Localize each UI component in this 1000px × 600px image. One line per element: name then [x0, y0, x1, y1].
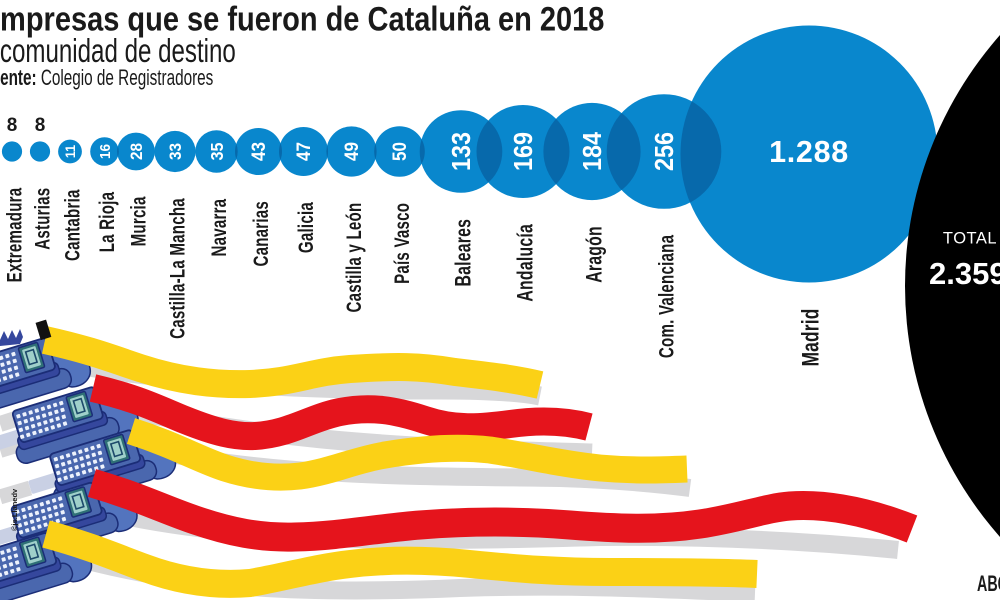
svg-text:1.288: 1.288	[769, 135, 849, 169]
svg-text:Empresas que se fueron de Cata: Empresas que se fueron de Cataluña en 20…	[0, 0, 604, 38]
svg-text:35: 35	[207, 142, 227, 160]
svg-text:16: 16	[97, 144, 114, 159]
svg-text:169: 169	[510, 132, 538, 171]
svg-text:ABC: ABC	[977, 571, 1000, 596]
svg-text:8: 8	[35, 115, 46, 136]
svg-text:256: 256	[651, 132, 679, 171]
svg-text:28: 28	[127, 143, 146, 160]
svg-text:Madrid: Madrid	[798, 309, 824, 367]
svg-text:11: 11	[62, 144, 78, 158]
svg-text:50: 50	[389, 142, 410, 161]
svg-text:Aragón: Aragón	[583, 226, 607, 283]
svg-text:49: 49	[341, 142, 362, 161]
svg-text:TOTAL: TOTAL	[943, 230, 997, 248]
svg-text:Castilla-La Mancha: Castilla-La Mancha	[165, 198, 189, 339]
svg-text:8: 8	[7, 115, 18, 136]
svg-text:43: 43	[248, 142, 269, 161]
svg-text:Galicia: Galicia	[293, 202, 317, 254]
svg-text:Andalucía: Andalucía	[514, 224, 538, 302]
svg-text:La Rioja: La Rioja	[94, 191, 118, 252]
svg-text:Com. Valenciana: Com. Valenciana	[654, 234, 678, 358]
svg-text:©js.Llanedv: ©js.Llanedv	[10, 488, 19, 531]
svg-text:Murcia: Murcia	[126, 196, 150, 246]
svg-text:33: 33	[166, 143, 185, 160]
svg-text:2.359: 2.359	[929, 256, 1000, 291]
svg-text:País Vasco: País Vasco	[389, 203, 413, 284]
svg-text:Castilla y León: Castilla y León	[341, 203, 365, 313]
svg-text:Extremadura: Extremadura	[2, 187, 26, 282]
svg-text:Canarias: Canarias	[248, 201, 272, 267]
svg-text:184: 184	[579, 132, 607, 171]
svg-text:133: 133	[448, 132, 476, 171]
svg-text:47: 47	[293, 142, 314, 161]
svg-text:Fuente: Colegio de Registrador: Fuente: Colegio de Registradores	[0, 66, 213, 91]
svg-text:Asturias: Asturias	[30, 188, 54, 250]
svg-text:Baleares: Baleares	[452, 219, 476, 287]
svg-text:Por comunidad de destino: Por comunidad de destino	[0, 33, 236, 70]
svg-text:Cantabria: Cantabria	[60, 189, 84, 261]
svg-text:Navarra: Navarra	[206, 198, 230, 256]
